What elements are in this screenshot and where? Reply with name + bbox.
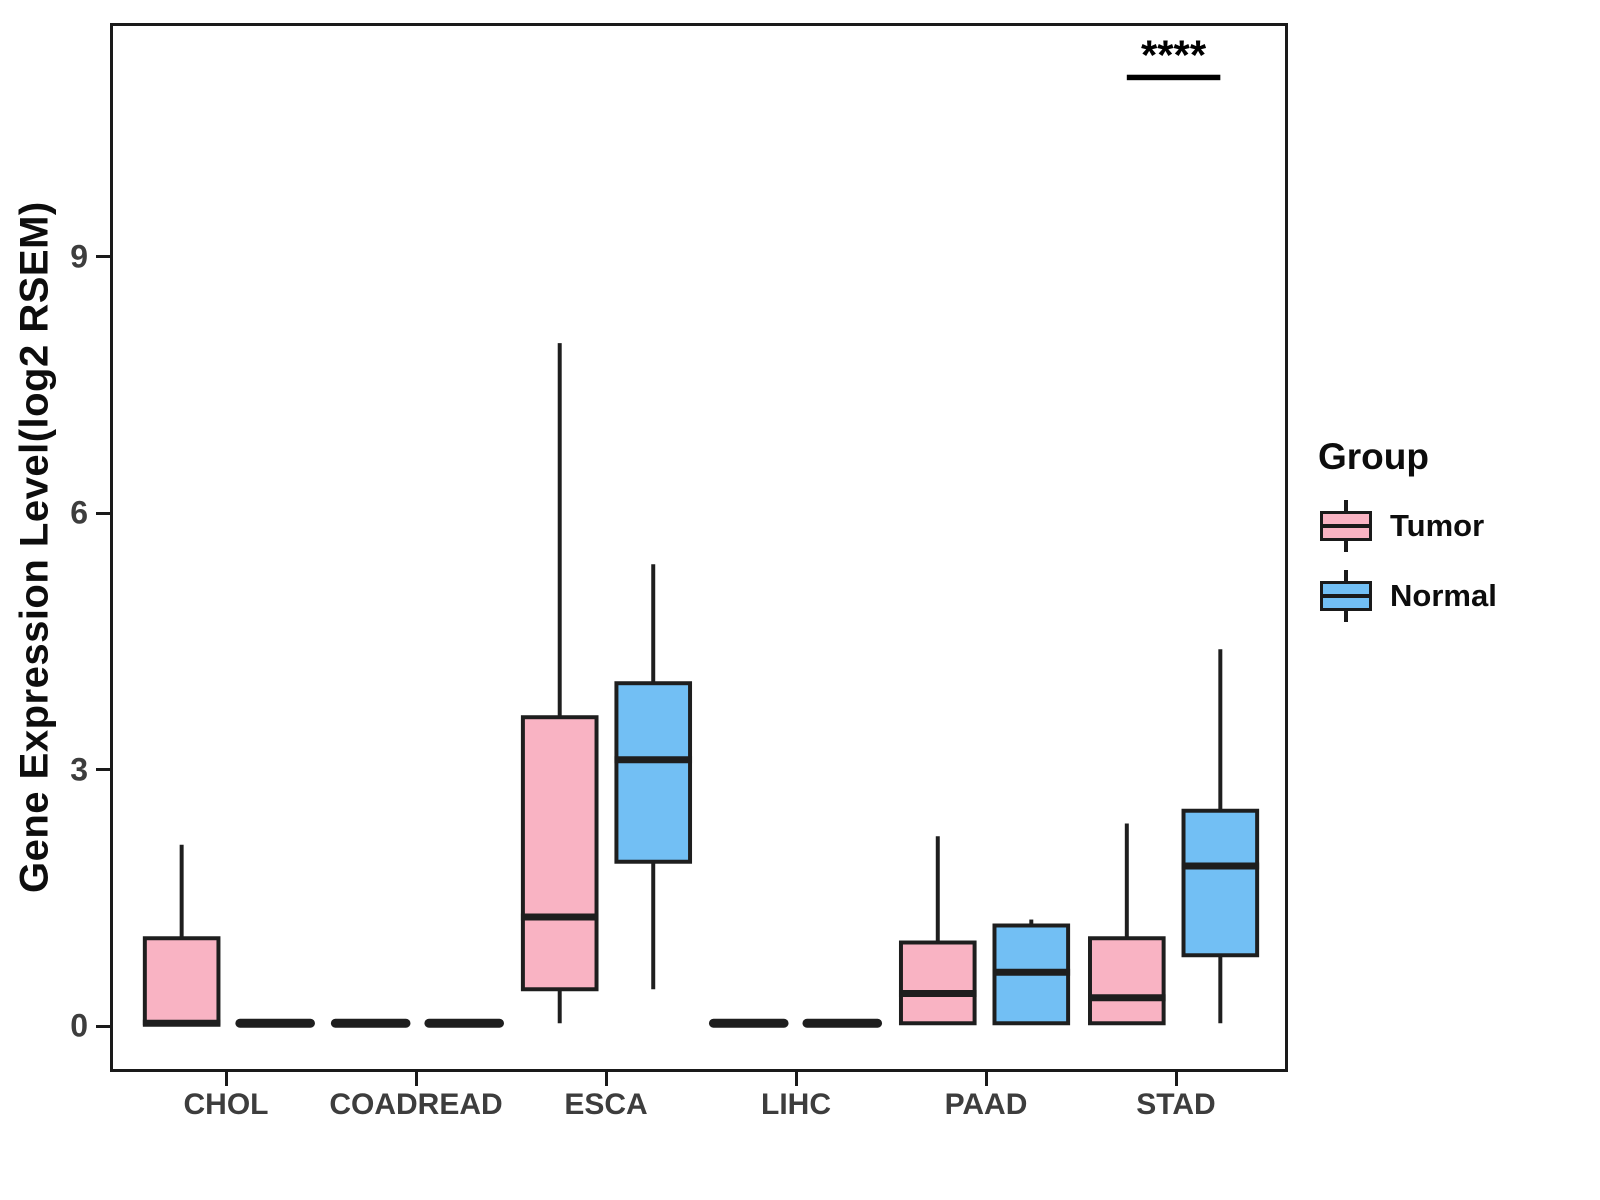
y-tick-mark [96,511,110,515]
flat-box-tumor-LIHC [708,1018,789,1028]
x-category-label-stad: STAD [1136,1088,1216,1121]
chart-canvas: **** [142,32,1260,1028]
flat-box-normal-COADREAD [424,1018,504,1028]
flat-box-normal-CHOL [235,1018,315,1028]
legend-entry-normal: Normal [1318,570,1588,622]
legend-entry-tumor: Tumor [1318,500,1588,552]
x-tick-mark [414,1072,418,1086]
y-tick-label: 3 [70,751,88,787]
significance-line [1126,74,1221,81]
y-tick-mark [96,768,110,771]
box-normal-ESCA [614,681,693,864]
y-tick-label: 9 [70,238,88,274]
y-tick-label: 0 [70,1007,88,1044]
significance-stars: **** [1141,32,1207,79]
x-category-label-paad: PAAD [944,1088,1028,1121]
x-tick-mark [1174,1072,1178,1086]
x-category-label-coadread: COADREAD [329,1088,503,1121]
x-tick-mark [984,1072,988,1086]
legend-key-part [1320,594,1372,598]
y-tick-label: 6 [70,494,88,531]
x-category-label-lihc: LIHC [761,1088,831,1121]
legend-label: Tumor [1390,508,1485,543]
box-tumor-CHOL [142,936,221,1026]
x-category-label-esca: ESCA [564,1088,648,1121]
x-tick-mark [224,1072,228,1086]
legend-title: Group [1318,436,1429,477]
x-tick-mark [604,1072,608,1086]
flat-box-tumor-COADREAD [330,1018,411,1028]
box-tumor-PAAD [898,940,977,1026]
x-tick-mark [794,1072,798,1086]
box-tumor-STAD [1088,936,1166,1026]
y-tick-mark [96,255,110,258]
legend-key-normal-boxplot-icon [1318,570,1374,622]
legend-entries: Tumor Normal [1318,500,1588,622]
x-category-label-chol: CHOL [183,1088,269,1121]
legend-key-tumor-boxplot-icon [1318,500,1374,552]
legend-label: Normal [1390,578,1497,613]
plot-panel: **** [110,23,1288,1072]
box-tumor-ESCA [520,715,599,992]
legend-key-part [1320,524,1372,528]
y-tick-mark [96,1024,110,1028]
box-normal-STAD [1181,808,1260,958]
y-axis-title: Gene Expression Level(log2 RSEM) [12,201,57,894]
flat-box-normal-LIHC [802,1018,883,1028]
legend: Group Tumor Normal [1318,436,1588,640]
